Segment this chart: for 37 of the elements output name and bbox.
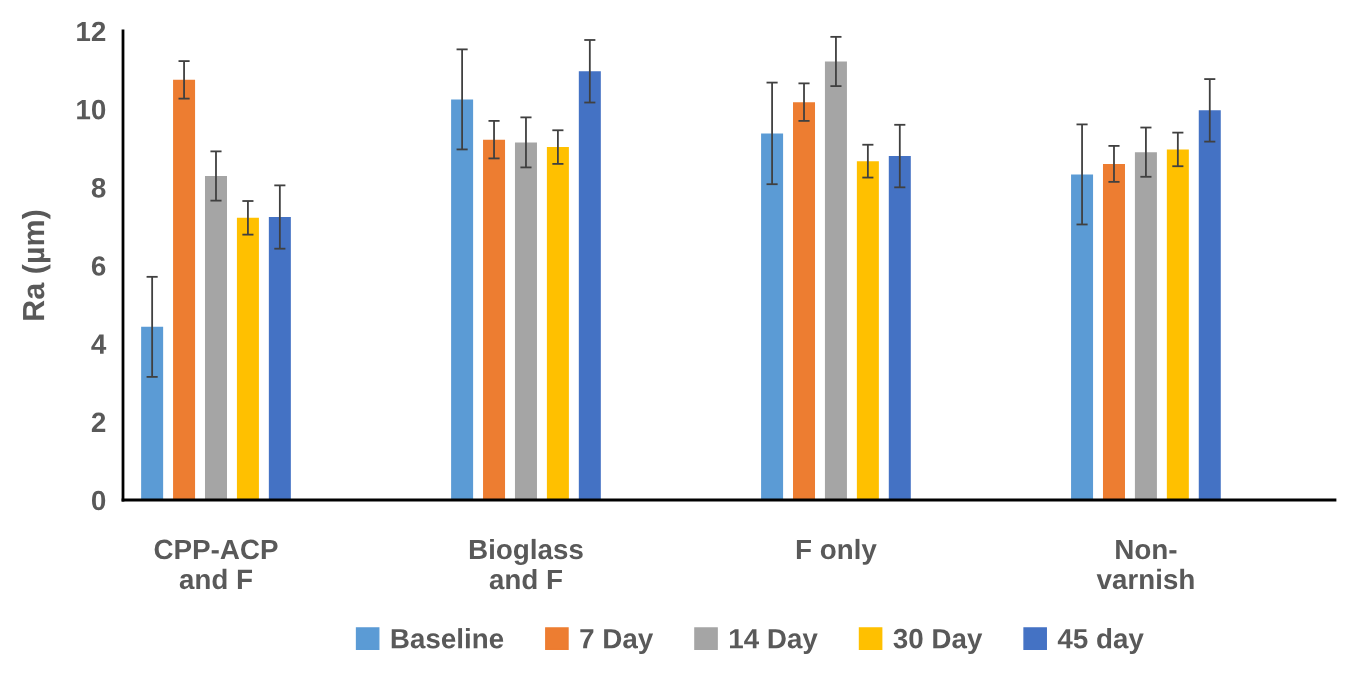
legend-label: 14 Day (730, 629, 818, 654)
x-tick-label: F only (796, 538, 877, 565)
bar (236, 217, 259, 500)
x-tick-label: Non- varnish (1096, 539, 1194, 590)
bar (1134, 152, 1157, 500)
bar (1166, 149, 1189, 500)
x-tick-label: CPP-ACP and F (154, 539, 278, 590)
bar (1198, 110, 1221, 500)
bar (141, 326, 164, 500)
bar (173, 79, 196, 500)
bar (793, 102, 816, 500)
legend-label: 30 Day (893, 628, 983, 654)
bar (824, 61, 847, 500)
legend-label: Baseline (391, 628, 504, 649)
y-tick-label: 0 (91, 490, 106, 511)
bar (578, 71, 601, 500)
bar (761, 133, 784, 500)
y-tick-label: 8 (91, 178, 106, 198)
legend-label: 45 day (1057, 628, 1144, 654)
bar (856, 161, 879, 500)
bar (514, 142, 537, 500)
bar (451, 99, 474, 500)
bar (483, 139, 506, 500)
x-tick-label: Bioglass and F (469, 538, 583, 590)
bar (546, 147, 569, 500)
bar (1071, 174, 1094, 500)
y-axis-title: Ra (µm) (21, 210, 51, 320)
y-tick-label: 6 (91, 256, 106, 276)
y-tick-label: 10 (77, 99, 106, 120)
y-tick-label: 4 (91, 334, 107, 354)
bar (204, 176, 227, 500)
bar (888, 156, 911, 500)
bar (1102, 163, 1125, 500)
y-tick-label: 12 (77, 21, 106, 42)
bar (268, 217, 291, 500)
y-tick-label: 2 (91, 412, 106, 432)
legend-label: 7 Day (580, 629, 654, 654)
